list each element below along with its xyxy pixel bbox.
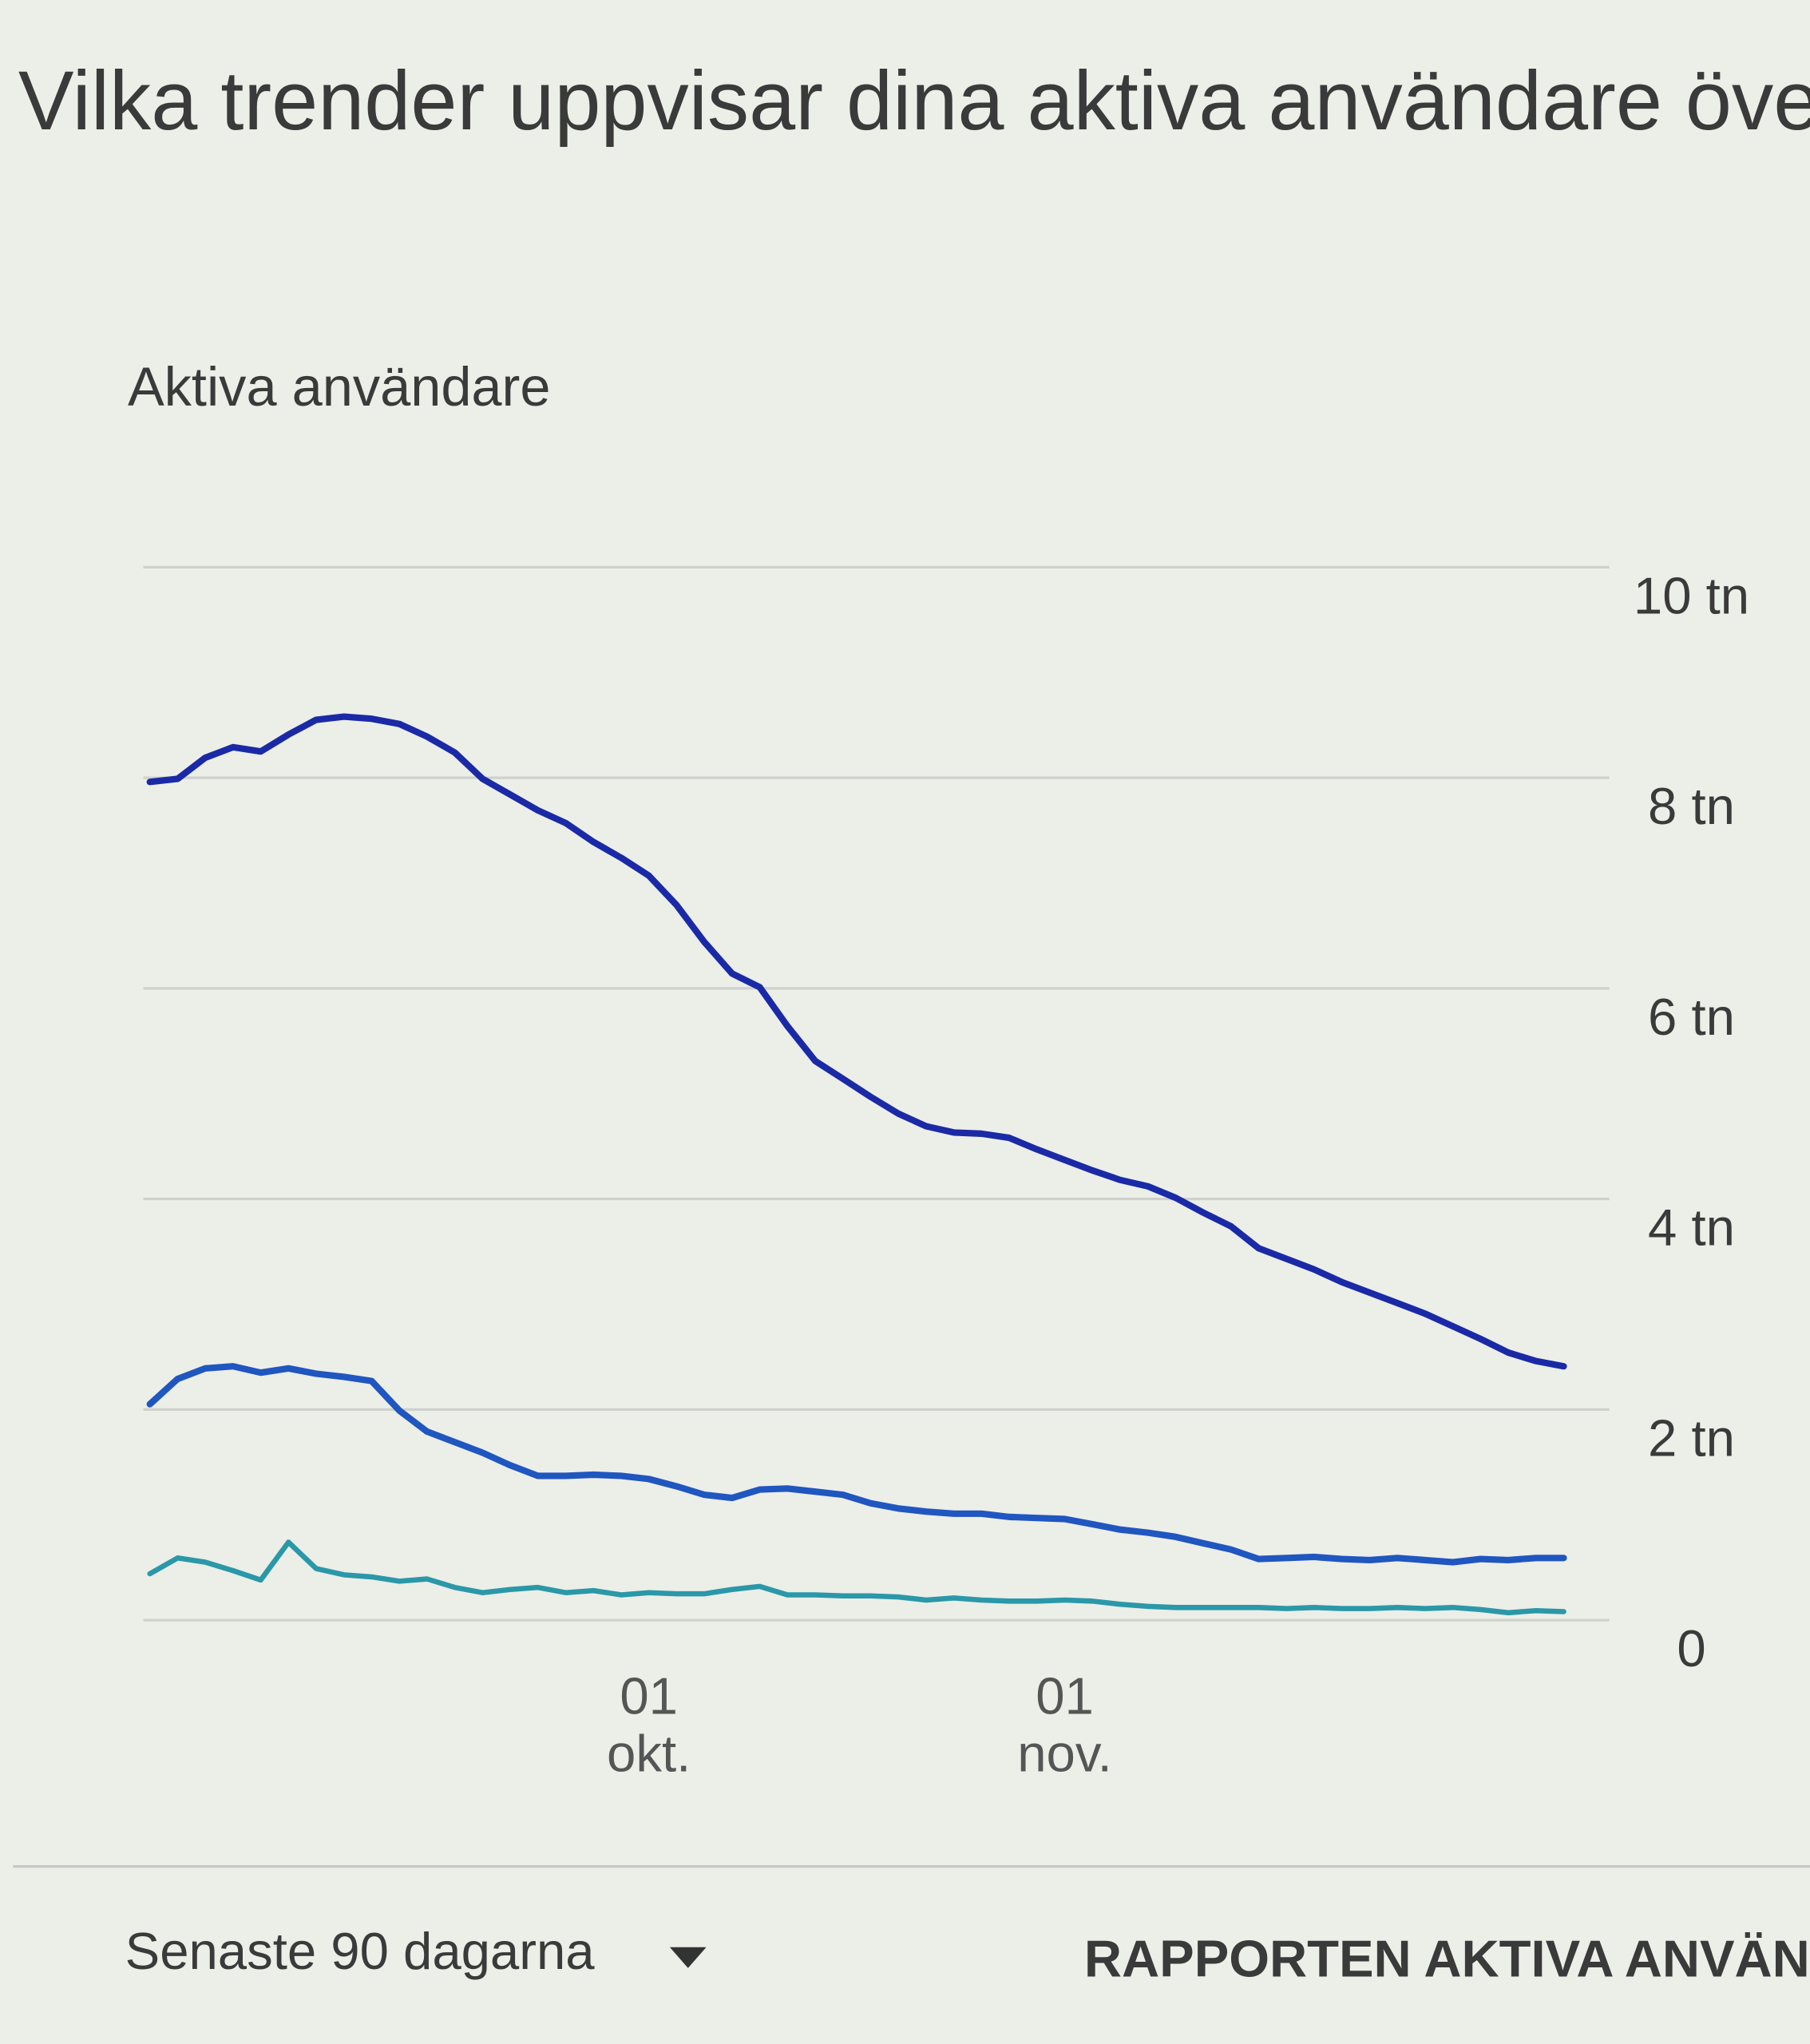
series-line bbox=[146, 713, 1567, 1370]
x-tick-label-box: 01 nov. bbox=[1017, 1668, 1112, 1784]
y-tick-label: 4 tn bbox=[1648, 1198, 1735, 1257]
dropdown-arrow[interactable] bbox=[669, 1947, 707, 1968]
y-axis-label: Aktiva användare bbox=[128, 356, 551, 418]
series-line bbox=[147, 1539, 1566, 1616]
x-tick-label-box: 01 okt. bbox=[607, 1668, 691, 1784]
title: Vilka trender uppvisar dina aktiva använ… bbox=[18, 54, 1810, 148]
y-tick-label: 2 tn bbox=[1648, 1408, 1735, 1467]
y-tick-label: 8 tn bbox=[1648, 777, 1735, 835]
y-tick-label: 6 tn bbox=[1648, 988, 1735, 1046]
y-tick-label: 10 tn bbox=[1634, 566, 1749, 624]
range-dropdown[interactable]: Senaste 90 dagarna bbox=[125, 1922, 596, 1980]
y-tick-label: 0 bbox=[1677, 1619, 1705, 1678]
report-link[interactable]: RAPPORTEN AKTIVA ANVÄN bbox=[1084, 1930, 1810, 1988]
series-line bbox=[146, 1363, 1567, 1566]
x-tick-label: 01 nov. bbox=[1017, 1668, 1112, 1784]
x-tick-label: 01 okt. bbox=[607, 1668, 691, 1784]
